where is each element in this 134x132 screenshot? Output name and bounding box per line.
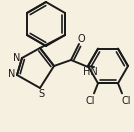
Text: S: S [38, 89, 44, 99]
Text: HN: HN [83, 67, 97, 77]
Text: N: N [8, 69, 16, 79]
Text: N: N [13, 53, 21, 63]
Text: O: O [77, 34, 85, 44]
Text: Cl: Cl [121, 96, 131, 106]
Text: Cl: Cl [85, 96, 95, 106]
